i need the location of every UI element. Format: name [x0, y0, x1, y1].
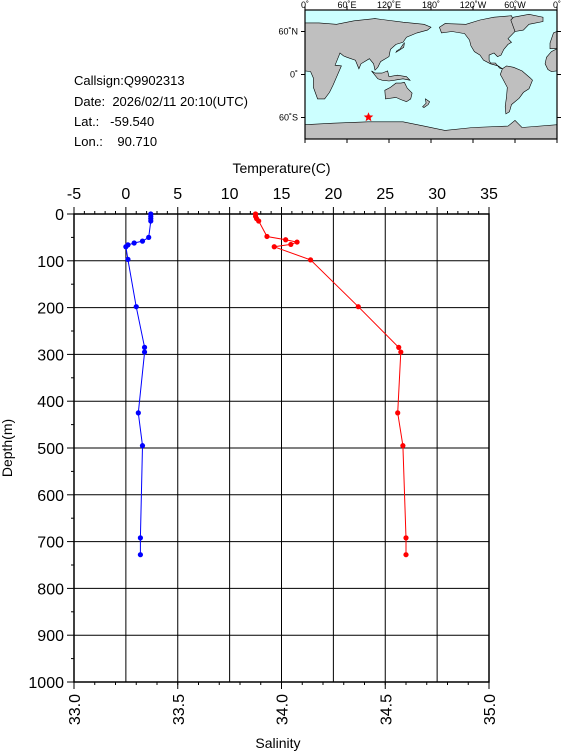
lat-label: Lat.:	[74, 114, 100, 129]
depth-tick-label: 100	[37, 254, 64, 271]
depth-tick-label: 300	[37, 347, 64, 364]
lon-line: Lon.: 90.710	[74, 134, 157, 150]
temperature-data-point	[395, 410, 401, 416]
salinity-data-point	[133, 304, 139, 310]
temperature-axis-label: Temperature(C)	[232, 160, 330, 176]
temperature-tick-label: 30	[428, 186, 446, 203]
temperature-tick-label: 35	[480, 186, 498, 203]
salinity-data-point	[139, 238, 146, 244]
date-label: Date:	[74, 94, 106, 109]
callsign-line: Callsign:Q9902313	[74, 73, 185, 89]
temperature-data-point	[355, 304, 361, 310]
map-land	[395, 42, 405, 54]
depth-tick-label: 900	[37, 628, 64, 645]
salinity-data-point	[137, 552, 143, 558]
salinity-tick-label: 35.0	[482, 694, 499, 725]
temperature-data-point	[271, 244, 277, 250]
salinity-data-point	[131, 240, 137, 246]
depth-tick-label: 500	[37, 441, 64, 458]
depth-tick-label: 0	[55, 207, 64, 224]
callsign-label: Callsign:	[74, 73, 124, 88]
salinity-data-point	[148, 218, 154, 224]
temperature-data-point	[256, 218, 262, 224]
temperature-tick-label: 10	[221, 186, 239, 203]
salinity-data-point	[135, 410, 141, 416]
map-lon-label: 120˚W	[460, 0, 487, 10]
depth-tick-label: 1000	[28, 675, 64, 692]
date-value: 2026/02/11 20:10(UTC)	[112, 94, 248, 109]
temperature-data-point	[403, 535, 409, 541]
map-land	[384, 82, 413, 103]
temperature-data-point	[398, 349, 404, 355]
temperature-data-point	[264, 233, 270, 240]
salinity-data-point	[146, 234, 152, 240]
temperature-data-point	[403, 552, 409, 558]
salinity-data-point	[141, 344, 148, 350]
map-lon-label: 60˚W	[504, 0, 526, 10]
depth-tick-label: 200	[37, 301, 64, 318]
lon-value: 90.710	[117, 134, 158, 149]
salinity-data-point	[125, 256, 131, 262]
temperature-tick-label: 20	[324, 186, 342, 203]
map-land	[304, 18, 432, 100]
temperature-tick-label: 0	[121, 186, 130, 203]
map-lat-label: 0˚	[290, 70, 298, 80]
temperature-data-point	[288, 241, 294, 248]
plot-frame	[73, 213, 490, 683]
lat-line: Lat.: -59.540	[74, 114, 154, 130]
temperature-tick-label: -5	[67, 186, 81, 203]
temperature-tick-label: 5	[173, 186, 182, 203]
map-lat-label: 60˚N	[278, 27, 298, 37]
salinity-tick-label: 34.0	[275, 694, 292, 725]
world-map: 0˚ 60˚E 120˚E 180˚ 120˚W 60˚W 0˚ 60˚N 0˚ 60˚S	[278, 0, 561, 143]
temperature-data-point	[307, 257, 314, 263]
depth-tick-label: 400	[37, 394, 64, 411]
temperature-data-point	[396, 344, 402, 350]
salinity-tick-label: 33.0	[67, 694, 84, 725]
salinity-data-point	[139, 443, 146, 449]
temperature-tick-label: 15	[273, 186, 291, 203]
salinity-data-point	[141, 349, 148, 355]
map-lon-label: 60˚E	[337, 0, 356, 10]
salinity-tick-label: 33.5	[171, 694, 188, 725]
map-land	[439, 15, 516, 70]
depth-tick-label: 700	[37, 535, 64, 552]
map-land	[371, 70, 411, 82]
map-land	[510, 13, 544, 32]
map-land	[422, 98, 430, 108]
salinity-data-point	[123, 244, 129, 250]
depth-axis-label: Depth(m)	[0, 419, 15, 477]
lat-value: -59.540	[110, 114, 155, 129]
salinity-tick-label: 34.5	[378, 694, 395, 725]
lon-label: Lon.:	[74, 134, 103, 149]
callsign-value: Q9902313	[123, 73, 185, 88]
map-lat-label: 60˚S	[279, 113, 298, 123]
salinity-axis-label: Salinity	[255, 735, 300, 751]
temperature-tick-label: 25	[376, 186, 394, 203]
map-lon-label: 180˚	[422, 0, 440, 10]
profile-chart: -5 0 5 10 15 20 25 30 35010020030040050060070080…	[0, 160, 499, 751]
map-lon-label: 120˚E	[377, 0, 401, 10]
salinity-data-point	[137, 535, 143, 541]
date-line: Date: 2026/02/11 20:10(UTC)	[74, 94, 248, 110]
map-land	[499, 65, 533, 115]
map-lon-label: 0˚	[553, 0, 561, 10]
depth-tick-label: 600	[37, 488, 64, 505]
map-lon-label: 0˚	[301, 0, 309, 10]
temperature-data-point	[294, 239, 300, 245]
temperature-data-point	[283, 237, 289, 243]
temperature-data-point	[400, 443, 406, 449]
station-star-icon	[363, 112, 374, 122]
depth-tick-label: 800	[37, 581, 64, 598]
